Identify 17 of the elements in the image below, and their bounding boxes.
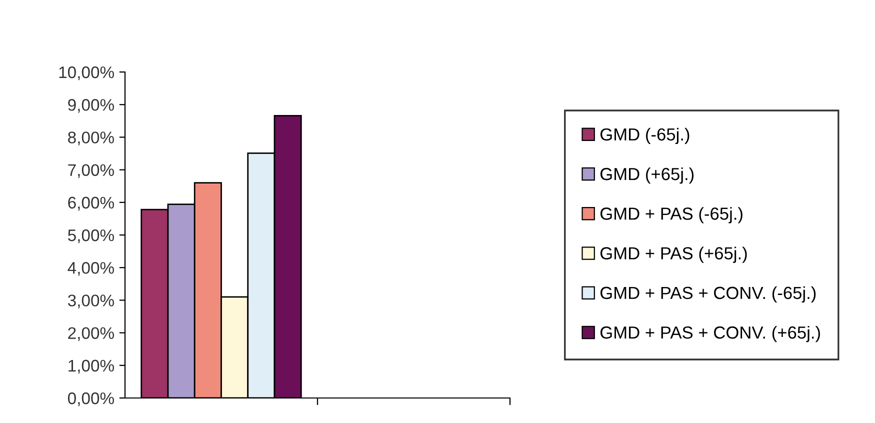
legend-label: GMD + PAS (-65j.) [600, 207, 742, 224]
y-tick-label: 6,00% [68, 196, 114, 211]
legend-label: GMD + PAS + CONV. (+65j.) [600, 326, 820, 342]
y-tick-label: 9,00% [68, 99, 114, 113]
legend-label: GMD + PAS (+65j.) [600, 246, 747, 263]
y-tick-label: 7,00% [68, 164, 114, 178]
legend-label: GMD (+65j.) [600, 167, 694, 184]
y-tick-label: 2,00% [68, 327, 114, 341]
legend-label: GMD + PAS + CONV. (-65j.) [600, 286, 816, 303]
y-tick-label: 4,00% [68, 262, 114, 276]
y-tick-label: 3,00% [68, 294, 114, 308]
legend-label: GMD (-65j.) [600, 128, 690, 144]
y-tick-label: 0,00% [68, 392, 114, 406]
y-tick-label: 5,00% [68, 229, 114, 244]
y-tick-label: 8,00% [68, 132, 114, 146]
y-tick-label: 10,00% [59, 66, 114, 80]
y-tick-label: 1,00% [68, 360, 114, 374]
